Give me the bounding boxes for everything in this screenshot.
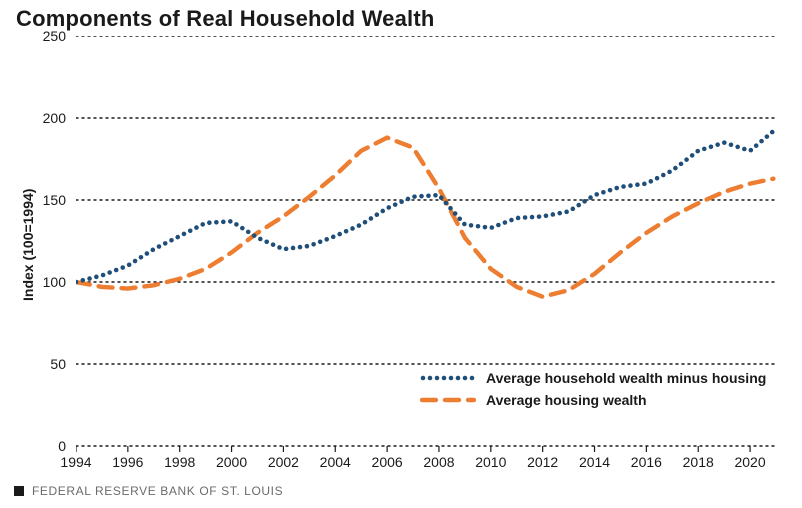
source-square-icon [14, 486, 24, 496]
legend: Average household wealth minus housing Av… [420, 370, 766, 408]
source-text: FEDERAL RESERVE BANK OF ST. LOUIS [32, 484, 283, 498]
x-tick-label: 2006 [372, 454, 403, 470]
legend-swatch [420, 371, 476, 385]
x-tick-label: 2000 [216, 454, 247, 470]
series-nonhousing-wealth [76, 130, 775, 284]
x-tick-label: 1998 [164, 454, 195, 470]
x-tick-label: 2012 [527, 454, 558, 470]
legend-label: Average household wealth minus housing [486, 370, 766, 386]
x-tick-label: 2014 [579, 454, 610, 470]
x-tick-label: 2010 [475, 454, 506, 470]
figure: Components of Real Household Wealth Inde… [0, 0, 802, 508]
x-tick-label: 2018 [683, 454, 714, 470]
y-axis-label: Index (100=1994) [20, 189, 36, 301]
x-tick-label: 2008 [423, 454, 454, 470]
legend-label: Average housing wealth [486, 392, 647, 408]
x-tick-label: 2020 [734, 454, 765, 470]
x-tick-label: 2004 [320, 454, 351, 470]
series-housing-wealth [76, 138, 773, 297]
x-tick-label: 1994 [60, 454, 91, 470]
legend-swatch [420, 393, 476, 407]
legend-item: Average household wealth minus housing [420, 370, 766, 386]
x-tick-label: 1996 [112, 454, 143, 470]
x-tick-label: 2016 [631, 454, 662, 470]
legend-item: Average housing wealth [420, 392, 766, 408]
x-tick-label: 2002 [268, 454, 299, 470]
chart-title: Components of Real Household Wealth [16, 6, 435, 32]
source-attribution: FEDERAL RESERVE BANK OF ST. LOUIS [14, 484, 283, 498]
